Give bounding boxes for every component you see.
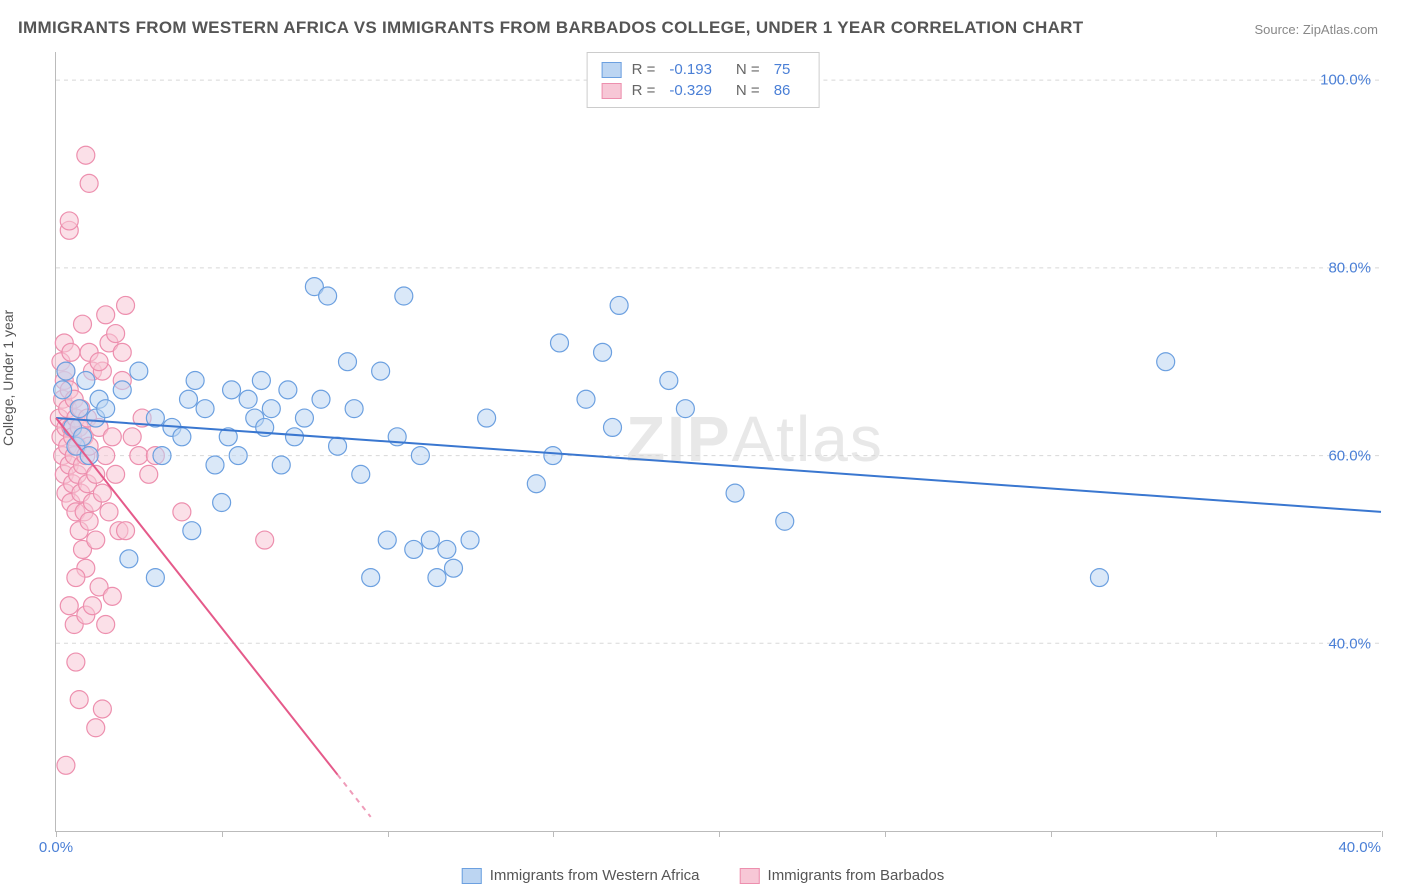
- x-axis-max-label: 40.0%: [1338, 839, 1381, 856]
- chart-title: IMMIGRANTS FROM WESTERN AFRICA VS IMMIGR…: [18, 18, 1083, 38]
- r-label: R =: [632, 82, 656, 99]
- series-b-name: Immigrants from Barbados: [768, 867, 945, 884]
- source-attribution: Source: ZipAtlas.com: [1254, 22, 1378, 37]
- legend-item-a: Immigrants from Western Africa: [462, 867, 700, 884]
- x-tick: [222, 831, 223, 837]
- n-value-a: 75: [774, 61, 791, 78]
- y-axis-label: College, Under 1 year: [0, 310, 16, 446]
- x-tick: [1382, 831, 1383, 837]
- y-tick-label: 100.0%: [1320, 72, 1371, 89]
- swatch-series-b: [740, 868, 760, 884]
- x-axis-min-label: 0.0%: [39, 839, 73, 856]
- y-tick-label: 40.0%: [1328, 636, 1371, 653]
- x-tick: [388, 831, 389, 837]
- r-value-a: -0.193: [669, 61, 712, 78]
- r-label: R =: [632, 61, 656, 78]
- n-label: N =: [736, 82, 760, 99]
- scatter-svg: [56, 52, 1381, 831]
- correlation-legend: R = -0.193 N = 75 R = -0.329 N = 86: [587, 52, 820, 108]
- x-tick: [885, 831, 886, 837]
- n-value-b: 86: [774, 82, 791, 99]
- x-tick: [719, 831, 720, 837]
- plot-area: ZIPAtlas 40.0%60.0%80.0%100.0% 0.0% 40.0…: [55, 52, 1381, 832]
- x-tick: [1216, 831, 1217, 837]
- n-label: N =: [736, 61, 760, 78]
- x-tick: [1051, 831, 1052, 837]
- y-tick-label: 60.0%: [1328, 448, 1371, 465]
- swatch-series-b: [602, 83, 622, 99]
- r-value-b: -0.329: [669, 82, 712, 99]
- series-a-name: Immigrants from Western Africa: [490, 867, 700, 884]
- series-legend: Immigrants from Western Africa Immigrant…: [462, 867, 945, 884]
- legend-row-a: R = -0.193 N = 75: [602, 59, 805, 80]
- legend-item-b: Immigrants from Barbados: [740, 867, 945, 884]
- y-tick-label: 80.0%: [1328, 260, 1371, 277]
- legend-row-b: R = -0.329 N = 86: [602, 80, 805, 101]
- swatch-series-a: [602, 62, 622, 78]
- swatch-series-a: [462, 868, 482, 884]
- x-tick: [553, 831, 554, 837]
- x-tick: [56, 831, 57, 837]
